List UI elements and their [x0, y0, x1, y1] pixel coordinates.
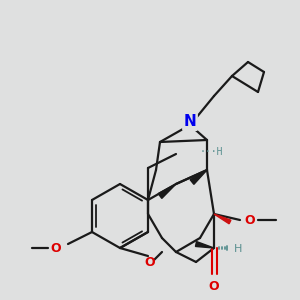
Polygon shape: [190, 170, 207, 184]
Text: N: N: [184, 115, 196, 130]
Text: O: O: [209, 280, 219, 293]
Text: O: O: [245, 214, 255, 226]
Polygon shape: [158, 184, 176, 198]
Polygon shape: [214, 214, 231, 224]
Polygon shape: [196, 242, 214, 248]
Text: ···H: ···H: [200, 147, 224, 157]
Text: O: O: [145, 256, 155, 268]
Text: H: H: [234, 244, 242, 254]
Text: O: O: [51, 242, 61, 254]
